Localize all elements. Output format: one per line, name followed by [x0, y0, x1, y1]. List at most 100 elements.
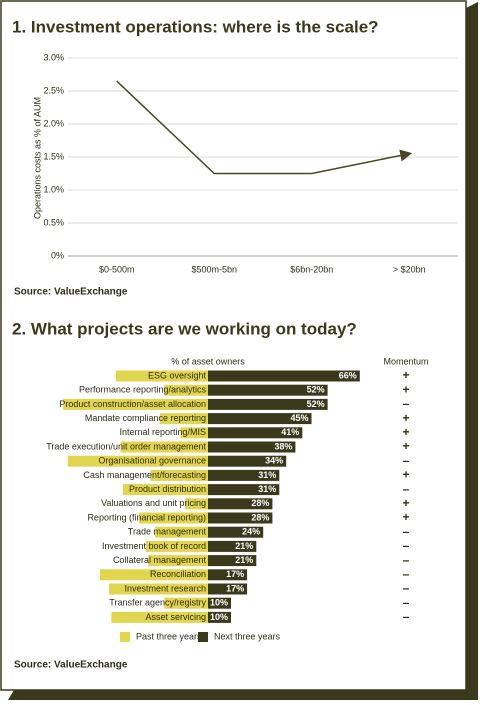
category-label: Cash management/forecasting	[83, 470, 206, 480]
y-tick-label: 1.0%	[43, 184, 64, 194]
bar	[208, 427, 303, 439]
momentum: –	[403, 539, 410, 553]
x-tick-label: $0-500m	[99, 264, 135, 274]
bar	[111, 611, 208, 623]
category-label: Reconciliation	[150, 569, 206, 579]
value-label: 31%	[258, 470, 276, 480]
x-tick-label: $500m-5bn	[191, 264, 237, 274]
momentum: +	[402, 496, 409, 510]
momentum: –	[403, 567, 410, 581]
value-label: 52%	[307, 399, 325, 409]
category-label: Trade execution/unit order management	[46, 441, 206, 451]
source: Source: ValueExchange	[14, 660, 128, 671]
value-label: 31%	[258, 484, 276, 494]
momentum: +	[402, 411, 409, 425]
bar	[208, 583, 248, 595]
value-label: 38%	[274, 441, 292, 451]
category-label: Transfer agency/registry	[109, 598, 206, 608]
category-label: Trade management	[128, 527, 207, 537]
category-label: Valuations and unit pricing	[101, 498, 206, 508]
bar	[208, 455, 287, 467]
category-label: Reporting (financial reporting)	[87, 512, 206, 522]
bar	[116, 370, 208, 382]
value-label: 28%	[251, 498, 269, 508]
bar	[208, 512, 273, 524]
value-label: 10%	[210, 598, 228, 608]
value-label: 21%	[235, 541, 253, 551]
source: Source: ValueExchange	[14, 287, 128, 298]
category-label: Investment research	[124, 583, 206, 593]
bar	[67, 455, 208, 467]
bar	[145, 540, 208, 552]
y-axis-label: Operations costs as % of AUM	[32, 97, 42, 219]
category-label: Internal reporting/MIS	[119, 427, 206, 437]
value-label: 66%	[339, 370, 357, 380]
bar	[150, 469, 208, 481]
value-label: 17%	[226, 583, 244, 593]
value-label: 21%	[235, 555, 253, 565]
category-label: Product distribution	[129, 484, 206, 494]
bar	[208, 413, 312, 425]
value-label: 45%	[290, 413, 308, 423]
bar	[208, 569, 248, 581]
bar	[208, 469, 280, 481]
bar	[208, 555, 257, 567]
bar	[208, 441, 296, 453]
legend-label: Past three years	[136, 631, 202, 641]
line	[116, 80, 413, 175]
bar	[208, 611, 231, 623]
momentum: +	[402, 510, 409, 524]
bar	[109, 583, 208, 595]
momentum: –	[403, 397, 410, 411]
momentum: –	[403, 581, 410, 595]
legend-label: Next three years	[214, 631, 281, 641]
bar	[208, 484, 280, 496]
bar	[208, 384, 328, 396]
chart-title: 1. Investment operations: where is the s…	[12, 17, 379, 36]
bar	[148, 555, 208, 567]
y-tick-label: 2.0%	[43, 118, 64, 128]
value-label: 52%	[307, 385, 325, 395]
momentum: –	[403, 482, 410, 496]
momentum: –	[403, 453, 410, 467]
category-label: Investment book of record	[102, 541, 206, 551]
category-label: Product construction/asset allocation	[59, 399, 206, 409]
bar	[208, 526, 264, 538]
category-label: ESG oversight	[148, 370, 207, 380]
value-label: 41%	[281, 427, 299, 437]
bar	[99, 569, 208, 581]
category-label: Collateral management	[113, 555, 207, 565]
bar	[208, 370, 360, 382]
value-label: 28%	[251, 512, 269, 522]
momentum: –	[403, 553, 410, 567]
momentum: +	[402, 425, 409, 439]
category-label: Mandate compliance reporting	[85, 413, 206, 423]
bar	[180, 427, 208, 439]
momentum: –	[403, 610, 410, 624]
y-tick-label: 2.5%	[43, 85, 64, 95]
y-tick-label: 1.5%	[43, 151, 64, 161]
value-label: 24%	[242, 527, 260, 537]
category-label: Performance reporting/analytics	[79, 385, 207, 395]
bar	[164, 597, 208, 609]
x-tick-label: > $20bn	[393, 264, 426, 274]
bar	[208, 398, 328, 410]
value-label: 34%	[265, 456, 283, 466]
bar	[122, 484, 208, 496]
category-label: Asset servicing	[145, 612, 206, 622]
x-tick-label: $6bn-20bn	[290, 264, 333, 274]
category-label: Organisational governance	[98, 456, 206, 466]
legend-swatch	[120, 632, 130, 642]
bar	[185, 498, 208, 510]
momentum: +	[402, 382, 409, 396]
bar	[63, 398, 208, 410]
legend-swatch	[198, 632, 208, 642]
momentum: +	[402, 368, 409, 382]
bar	[139, 512, 208, 524]
momentum: –	[403, 524, 410, 538]
value-label: 10%	[210, 612, 228, 622]
bar	[155, 526, 208, 538]
column-header: Momentum	[383, 356, 428, 366]
bar	[120, 441, 208, 453]
